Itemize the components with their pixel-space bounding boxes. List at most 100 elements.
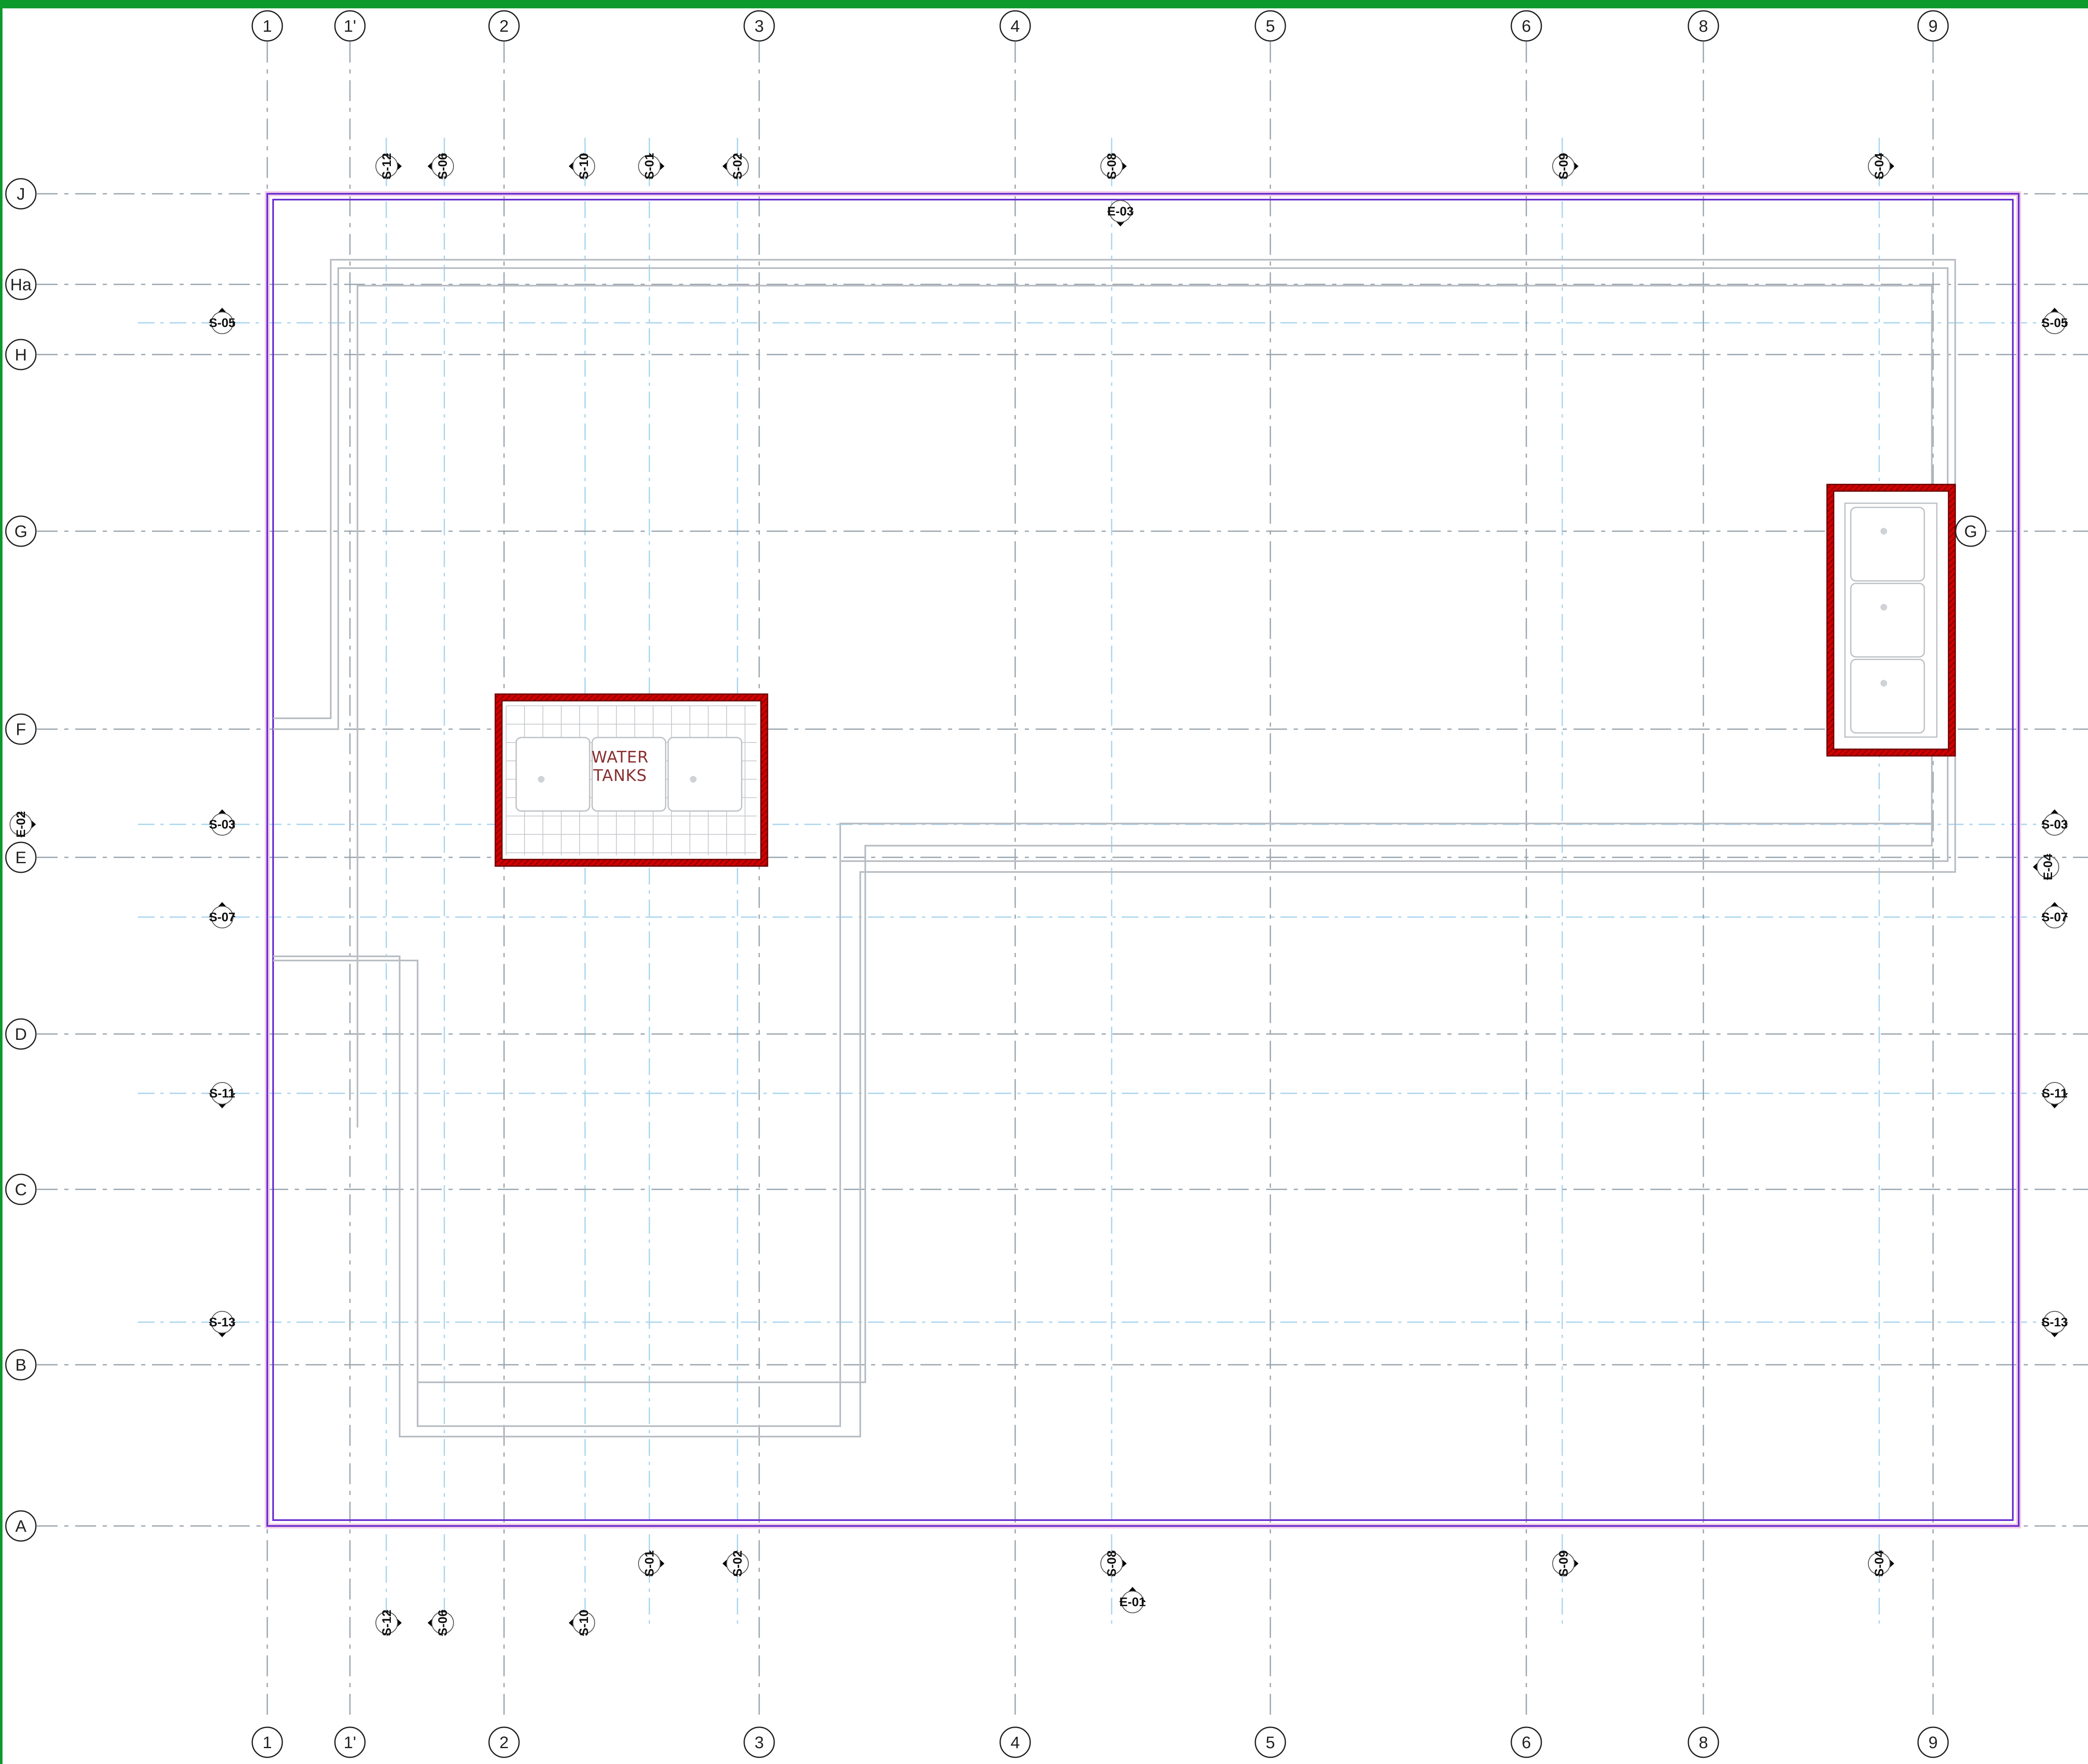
section-tag-top-s-09-label: S-09: [1557, 153, 1571, 179]
elevation-tag-bottom-e-01-label: E-01: [1119, 1595, 1145, 1609]
grid-bubble-left-e-label: E: [15, 849, 27, 867]
section-tag-right-s-07-label: S-07: [2041, 910, 2068, 924]
grid-bubble-top-8-circle: [1688, 10, 1719, 42]
grid-bubble-bottom-2-circle: [488, 1726, 520, 1758]
section-tag-top-s-12: S-12: [375, 153, 402, 180]
section-tag-top-s-04: S-04: [1868, 153, 1894, 180]
grid-bubble-top-4: 4: [999, 10, 1031, 42]
grid-bubble-top-1p: 1': [334, 10, 366, 42]
grid-bubble-bottom-4-label: 4: [1011, 1734, 1020, 1752]
grid-bubble-bottom-3-circle: [743, 1726, 775, 1758]
grid-bubble-bottom-9-label: 9: [1928, 1734, 1938, 1752]
section-tag-right-s-05-circle: [2043, 312, 2066, 334]
water-tank-core-right-wall: [1826, 484, 1956, 757]
grid-bubble-top-4-circle: [999, 10, 1031, 42]
tank-outlet: [1880, 528, 1887, 535]
auxiliary-grid-lines: [138, 138, 2071, 1629]
section-tag-bottom2-s-06-label: S-06: [436, 1609, 450, 1636]
grid-bubble-left-a-circle: [5, 1510, 37, 1542]
grid-bubble-top-6-circle: [1510, 10, 1542, 42]
section-tag-bottom2-s-10-label: S-10: [577, 1609, 591, 1636]
section-tag-right-s-11-circle: [2043, 1082, 2066, 1105]
section-tag-left-s-13: S-13: [209, 1311, 236, 1337]
grid-bubble-left-ha: Ha: [5, 269, 37, 300]
section-tag-bottom2-s-12-label: S-12: [380, 1609, 394, 1636]
section-tag-top-s-04-label: S-04: [1873, 153, 1886, 180]
grid-bubble-left-a: A: [5, 1510, 37, 1542]
section-tag-top-s-09: S-09: [1552, 153, 1579, 180]
section-tag-top-s-01-label: S-01: [643, 153, 656, 179]
section-tag-left-s-05: S-05: [209, 308, 236, 334]
water-tank: [1850, 507, 1925, 582]
grid-bubble-left-g: G: [5, 515, 37, 547]
grid-bubble-top-2: 2: [488, 10, 520, 42]
section-tag-top-s-10-circle: [573, 155, 595, 177]
section-tag-bottom-s-01-label: S-01: [643, 1550, 656, 1576]
section-tag-top-s-02: S-02: [722, 153, 749, 180]
slab-inner-outline: [272, 199, 2014, 1521]
grid-bubble-bottom-8-circle: [1688, 1726, 1719, 1758]
grid-bubble-top-1-circle: [251, 10, 283, 42]
elevation-tag-top-e-03-circle: [1109, 200, 1132, 223]
grid-bubble-left-f-label: F: [16, 720, 26, 739]
grid-bubble-left-d: D: [5, 1018, 37, 1050]
grid-bubble-bottom-9-circle: [1917, 1726, 1949, 1758]
section-tag-left-s-05-label: S-05: [209, 316, 235, 330]
roof-slab: [265, 191, 2021, 1528]
grid-bubble-top-9-circle: [1917, 10, 1949, 42]
grid-bubble-left-c-label: C: [15, 1181, 27, 1199]
grid-bubble-left-h-label: H: [15, 346, 27, 364]
grid-bubble-left-ha-circle: [5, 269, 37, 300]
wall-line: [273, 259, 1956, 1437]
elevation-tag-right-e-04-circle: [2037, 856, 2059, 878]
section-tag-top-s-01-circle: [638, 155, 661, 177]
section-tag-top-s-08: S-08: [1100, 153, 1127, 180]
grid-bubble-bottom-9: 9: [1917, 1726, 1949, 1758]
tank-frame: [1844, 502, 1938, 738]
grid-bubble-extra-g-label: G: [1964, 522, 1977, 541]
water-tank: [1850, 659, 1925, 734]
water-tank-core-right: [1826, 484, 1956, 757]
grid-lines: [37, 42, 2088, 1716]
grid-bubble-left-f: F: [5, 713, 37, 745]
grid-bubble-bottom-1: 1: [251, 1726, 283, 1758]
section-tag-left-s-11: S-11: [209, 1082, 236, 1108]
wall-line: [357, 285, 1933, 1383]
grid-bubble-extra-g: G: [1955, 515, 1987, 547]
section-tag-top-s-02-label: S-02: [731, 153, 745, 179]
water-tank-core-left: [494, 693, 768, 867]
grid-bubble-bottom-6-circle: [1510, 1726, 1542, 1758]
grid-bubble-left-b-circle: [5, 1349, 37, 1381]
grid-bubble-top-5-label: 5: [1266, 17, 1275, 35]
grid-bubble-top-2-label: 2: [499, 17, 509, 35]
section-tag-right-s-07: S-07: [2041, 902, 2068, 928]
section-tag-right-s-13: S-13: [2041, 1311, 2068, 1337]
water-tank: [515, 737, 590, 812]
section-tag-left-s-13-label: S-13: [209, 1315, 235, 1329]
grid-bubble-top-3-label: 3: [755, 17, 764, 35]
section-tag-right-s-03-circle: [2043, 813, 2066, 836]
grid-bubble-left-e: E: [5, 841, 37, 873]
section-tag-right-s-05-label: S-05: [2041, 316, 2068, 330]
elevation-tag-left-e-02-label: E-02: [14, 811, 28, 837]
section-tag-right-s-11: S-11: [2041, 1082, 2068, 1108]
grid-bubble-bottom-1p-label: 1': [344, 1734, 356, 1752]
section-tag-right-s-11-label: S-11: [2042, 1087, 2068, 1100]
elevation-tag-left-e-02: E-02: [10, 811, 36, 838]
grid-bubble-bottom-1p-circle: [334, 1726, 366, 1758]
grid-bubble-top-3-circle: [743, 10, 775, 42]
grid-bubble-top-1: 1: [251, 10, 283, 42]
tank-outlet: [690, 776, 697, 783]
section-tag-right-s-05: S-05: [2041, 308, 2068, 334]
section-tag-bottom-s-08: S-08: [1100, 1550, 1127, 1577]
section-tag-bottom-s-02-circle: [726, 1552, 749, 1575]
section-tag-bottom-s-09-label: S-09: [1557, 1550, 1571, 1576]
section-tag-bottom-s-04-label: S-04: [1873, 1550, 1886, 1577]
elevation-tag-right-e-04: E-04: [2033, 854, 2059, 880]
grid-bubble-bottom-3-label: 3: [755, 1734, 764, 1752]
section-tag-top-s-10: S-10: [569, 153, 595, 180]
grid-bubble-bottom-5-label: 5: [1266, 1734, 1275, 1752]
grid-bubble-top-6: 6: [1510, 10, 1542, 42]
section-tag-bottom-s-09: S-09: [1552, 1550, 1579, 1577]
grid-bubble-bottom-5: 5: [1254, 1726, 1286, 1758]
